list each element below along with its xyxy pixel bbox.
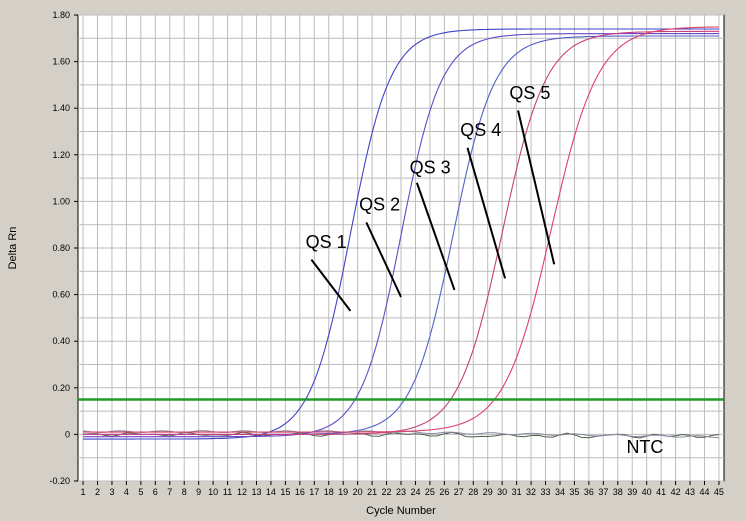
annotation-label-qs-2: QS 2 [359,195,400,215]
y-tick-label: 1.20 [52,150,70,160]
x-tick-label: 39 [627,487,637,497]
x-tick-label: 45 [714,487,724,497]
annotation-label-qs-1: QS 1 [306,232,347,252]
series-line-qs-4 [83,30,719,435]
y-tick-label: 1.60 [52,57,70,67]
x-tick-label: 1 [81,487,86,497]
x-tick-label: 27 [454,487,464,497]
x-tick-label: 21 [367,487,377,497]
x-tick-label: 7 [167,487,172,497]
x-tick-label: 36 [584,487,594,497]
x-tick-label: 41 [656,487,666,497]
y-tick-label: 1.40 [52,103,70,113]
x-tick-label: 24 [410,487,420,497]
x-tick-label: 26 [439,487,449,497]
x-tick-label: 33 [541,487,551,497]
x-tick-label: 32 [526,487,536,497]
x-tick-label: 15 [280,487,290,497]
x-tick-label: 4 [124,487,129,497]
x-tick-label: 28 [468,487,478,497]
x-tick-label: 13 [251,487,261,497]
x-tick-label: 25 [425,487,435,497]
x-tick-label: 9 [196,487,201,497]
x-tick-label: 5 [138,487,143,497]
x-tick-label: 20 [353,487,363,497]
y-tick-label: 0.40 [52,336,70,346]
annotation-label-qs-5: QS 5 [509,83,550,103]
x-tick-label: 43 [685,487,695,497]
x-tick-label: 6 [153,487,158,497]
x-tick-label: 17 [309,487,319,497]
x-tick-label: 19 [338,487,348,497]
annotation-leader-line [415,182,456,291]
x-tick-label: 31 [512,487,522,497]
y-tick-label: -0.20 [49,476,70,486]
annotation-leader-line [517,110,556,265]
x-tick-label: 30 [497,487,507,497]
x-tick-label: 8 [182,487,187,497]
x-tick-label: 35 [569,487,579,497]
annotation-label-qs-4: QS 4 [460,120,501,140]
x-tick-label: 38 [613,487,623,497]
annotation-leader-line [365,221,402,298]
x-tick-label: 2 [95,487,100,497]
x-tick-label: 40 [642,487,652,497]
series-line-qs-1 [83,28,719,440]
x-tick-label: 16 [295,487,305,497]
x-axis-label: Cycle Number [366,505,436,517]
x-tick-label: 23 [396,487,406,497]
y-tick-label: 1.80 [52,10,70,20]
annotation-leader-line [310,259,352,312]
annotation-label-qs-3: QS 3 [410,157,451,177]
x-tick-label: 10 [208,487,218,497]
x-tick-label: 3 [109,487,114,497]
y-tick-label: 0.60 [52,290,70,300]
y-tick-label: 0.80 [52,243,70,253]
y-tick-label: 0.20 [52,383,70,393]
x-tick-label: 22 [382,487,392,497]
x-tick-label: 11 [223,487,232,497]
x-tick-label: 18 [324,487,334,497]
x-tick-label: 29 [483,487,493,497]
x-tick-label: 44 [699,487,709,497]
annotation-leader-line [466,147,507,279]
y-tick-label: 1.00 [52,196,70,206]
y-axis-label: Delta Rn [7,227,19,270]
x-tick-label: 34 [555,487,565,497]
series-line-qs-5 [83,26,719,433]
ntc-label: NTC [626,437,663,457]
x-tick-label: 37 [598,487,608,497]
x-tick-label: 12 [237,487,247,497]
x-tick-label: 14 [266,487,276,497]
y-tick-label: 0 [65,429,70,439]
x-tick-label: 42 [671,487,681,497]
